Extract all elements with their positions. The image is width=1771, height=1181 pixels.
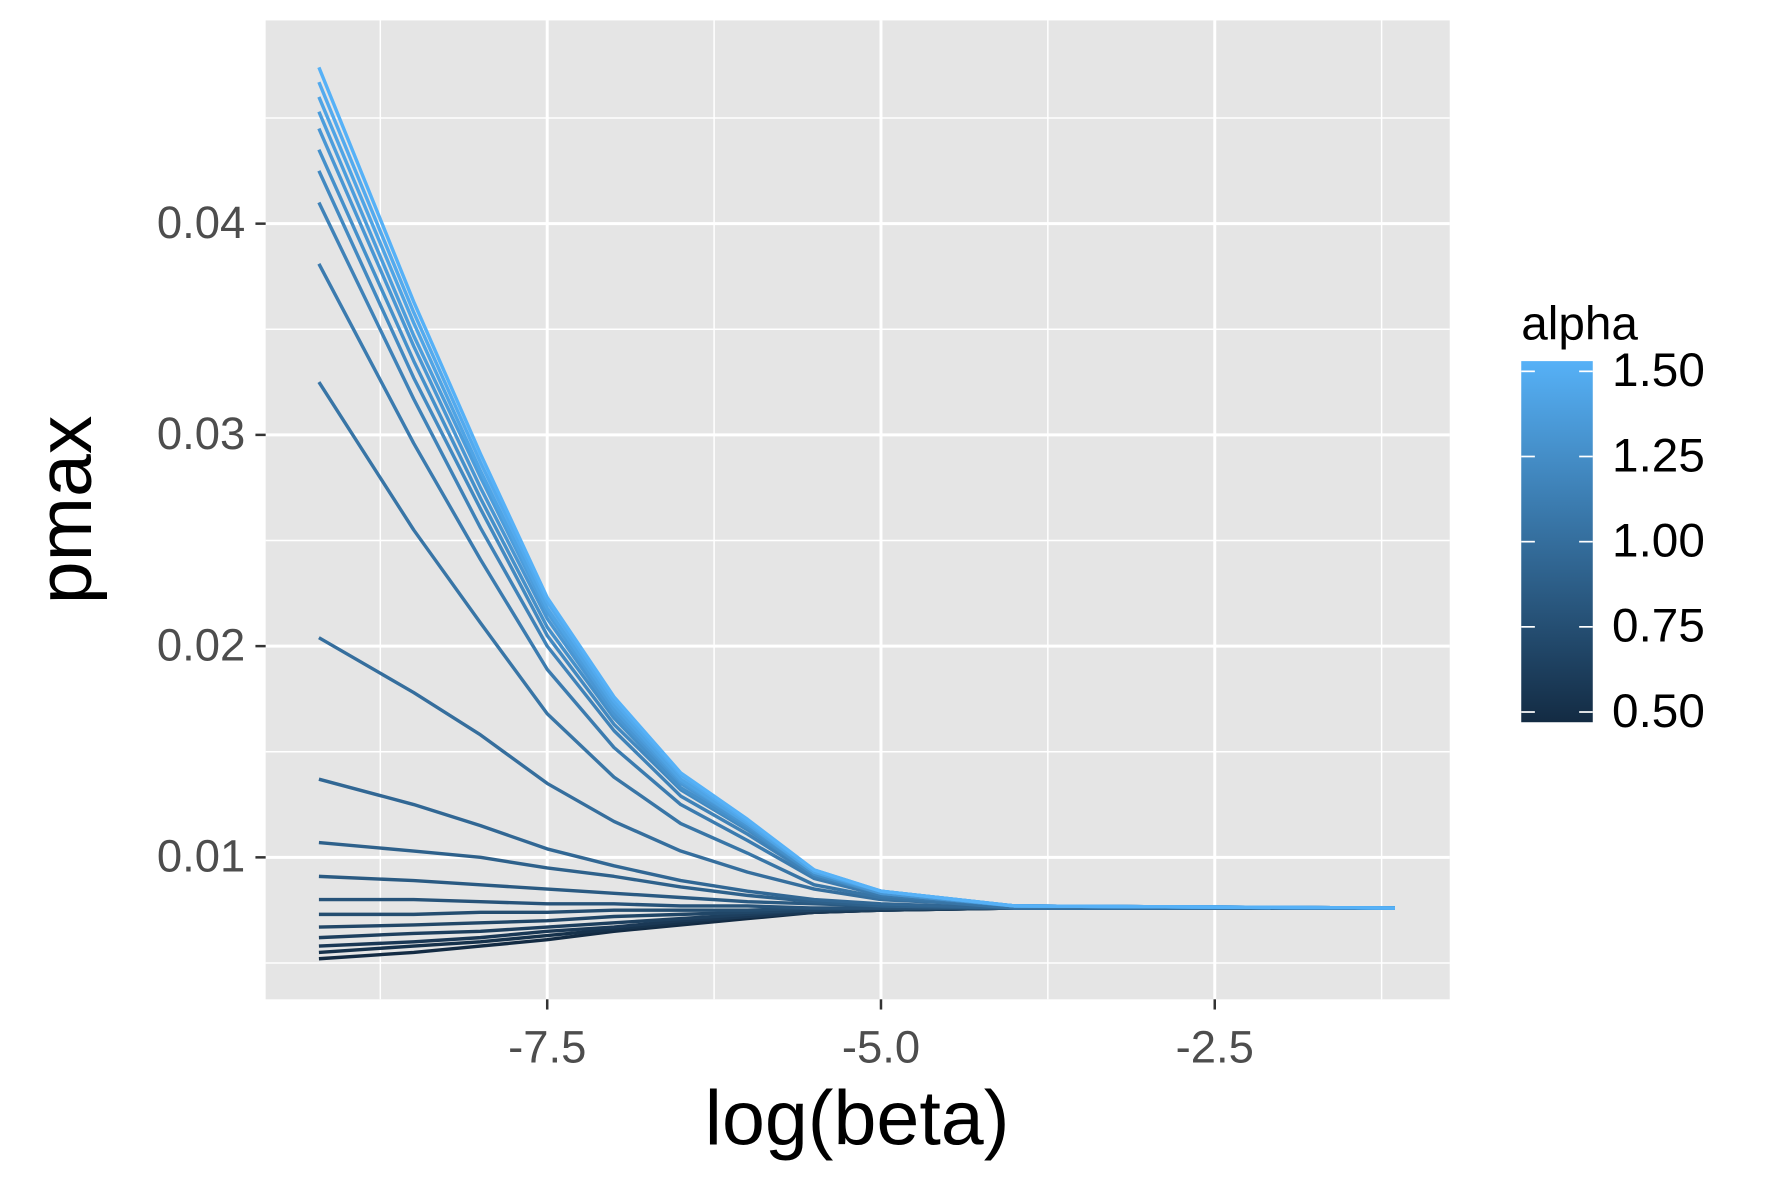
legend-label: 1.50 (1612, 344, 1705, 397)
legend-label: 1.25 (1612, 429, 1705, 482)
y-tick-label: 0.03 (157, 408, 245, 459)
x-tick-label: -5.0 (842, 1021, 920, 1072)
line (317, 381, 1395, 910)
line (318, 777, 1395, 910)
y-tick-label: 0.02 (157, 619, 245, 670)
legend-label: 0.75 (1612, 600, 1705, 653)
legend-label: 0.50 (1612, 685, 1705, 738)
line (317, 66, 1395, 910)
panel (265, 20, 1450, 1000)
legend-label: 1.00 (1612, 515, 1705, 568)
x-tick-label: -2.5 (1176, 1021, 1254, 1072)
y-axis-title: pmax (22, 415, 108, 604)
y-tick-label: 0.01 (157, 831, 245, 882)
legend-title: alpha (1521, 298, 1638, 351)
x-axis-title: log(beta) (705, 1076, 1010, 1162)
x-tick-label: -7.5 (508, 1021, 586, 1072)
y-tick-label: 0.04 (157, 197, 245, 248)
